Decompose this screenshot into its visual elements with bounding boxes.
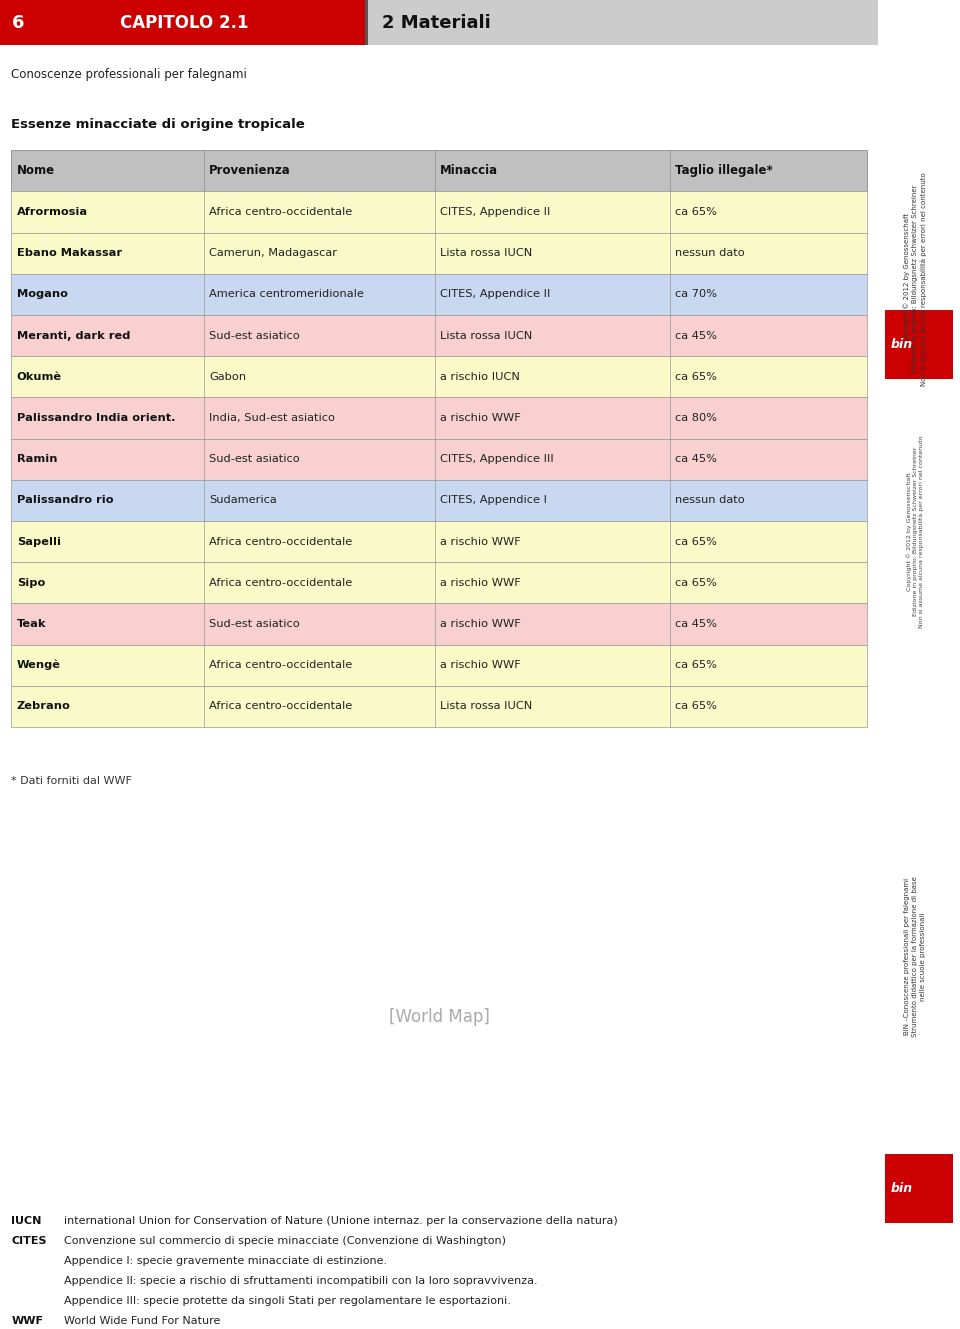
Text: Palissandro rio: Palissandro rio (16, 496, 113, 505)
Text: ca 45%: ca 45% (676, 455, 717, 464)
Text: Sapelli: Sapelli (16, 537, 60, 546)
Bar (12, 562, 867, 603)
Text: Essenze minacciate di origine tropicale: Essenze minacciate di origine tropicale (12, 118, 305, 132)
Text: Mogano: Mogano (16, 290, 67, 299)
Bar (12, 356, 867, 397)
Text: India, Sud-est asiatico: India, Sud-est asiatico (209, 413, 335, 423)
Bar (12, 233, 867, 274)
Text: ca 65%: ca 65% (676, 207, 717, 217)
Text: Camerun, Madagascar: Camerun, Madagascar (209, 249, 337, 258)
Text: Ebano Makassar: Ebano Makassar (16, 249, 122, 258)
Text: a rischio WWF: a rischio WWF (441, 537, 521, 546)
Text: Lista rossa IUCN: Lista rossa IUCN (441, 702, 533, 711)
Text: Minaccia: Minaccia (441, 165, 498, 177)
Text: a rischio WWF: a rischio WWF (441, 578, 521, 587)
Text: America centromeridionale: America centromeridionale (209, 290, 364, 299)
Text: Appendice I: specie gravemente minacciate di estinzione.: Appendice I: specie gravemente minacciat… (64, 1256, 387, 1267)
Text: CAPITOLO 2.1: CAPITOLO 2.1 (120, 13, 249, 32)
Bar (12, 274, 867, 315)
Text: Ramin: Ramin (16, 455, 58, 464)
Text: Afrormosia: Afrormosia (16, 207, 87, 217)
Text: a rischio WWF: a rischio WWF (441, 619, 521, 629)
Text: a rischio WWF: a rischio WWF (441, 413, 521, 423)
Text: Africa centro-occidentale: Africa centro-occidentale (209, 207, 352, 217)
Text: Africa centro-occidentale: Africa centro-occidentale (209, 537, 352, 546)
Text: [World Map]: [World Map] (389, 1007, 490, 1026)
Bar (12, 191, 867, 233)
Text: Africa centro-occidentale: Africa centro-occidentale (209, 661, 352, 670)
Bar (12, 397, 867, 439)
Text: Meranti, dark red: Meranti, dark red (16, 331, 130, 340)
Text: bin: bin (890, 1181, 912, 1195)
Text: Zebrano: Zebrano (16, 702, 70, 711)
Text: CITES: CITES (12, 1236, 47, 1247)
Text: Teak: Teak (16, 619, 46, 629)
Text: Gabon: Gabon (209, 372, 247, 381)
Bar (12, 150, 867, 191)
Text: * Dati forniti dal WWF: * Dati forniti dal WWF (12, 776, 132, 787)
Bar (885, 310, 953, 379)
Text: Appendice III: specie protette da singoli Stati per regolamentare le esportazion: Appendice III: specie protette da singol… (64, 1296, 511, 1306)
Bar (12, 686, 867, 727)
Bar (12, 645, 867, 686)
Text: Lista rossa IUCN: Lista rossa IUCN (441, 331, 533, 340)
Bar (12, 480, 867, 521)
Text: ca 65%: ca 65% (676, 537, 717, 546)
Text: CITES, Appendice II: CITES, Appendice II (441, 207, 551, 217)
Bar (12, 521, 867, 562)
Text: Lista rossa IUCN: Lista rossa IUCN (441, 249, 533, 258)
Text: Copyright © 2012 by Genossenschaft
Edizione in proprio: Bildungsnetz Schweizer S: Copyright © 2012 by Genossenschaft Edizi… (903, 173, 926, 385)
Text: nessun dato: nessun dato (676, 249, 745, 258)
Text: CITES, Appendice I: CITES, Appendice I (441, 496, 547, 505)
Text: CITES, Appendice II: CITES, Appendice II (441, 290, 551, 299)
Text: nessun dato: nessun dato (676, 496, 745, 505)
Text: a rischio IUCN: a rischio IUCN (441, 372, 520, 381)
Text: Sudamerica: Sudamerica (209, 496, 276, 505)
Text: Okumè: Okumè (16, 372, 61, 381)
Text: ca 45%: ca 45% (676, 619, 717, 629)
Text: ca 80%: ca 80% (676, 413, 717, 423)
Text: Wengè: Wengè (16, 661, 60, 670)
Text: ca 65%: ca 65% (676, 578, 717, 587)
Text: Convenzione sul commercio di specie minacciate (Convenzione di Washington): Convenzione sul commercio di specie mina… (64, 1236, 506, 1247)
Text: Sud-est asiatico: Sud-est asiatico (209, 619, 300, 629)
Bar (885, 1154, 953, 1223)
Bar (368, 0, 878, 45)
Bar (365, 0, 368, 45)
Text: bin: bin (890, 338, 912, 351)
Text: Africa centro-occidentale: Africa centro-occidentale (209, 578, 352, 587)
Text: Sud-est asiatico: Sud-est asiatico (209, 331, 300, 340)
Text: international Union for Conservation of Nature (Unione internaz. per la conserva: international Union for Conservation of … (64, 1216, 618, 1227)
Text: ca 65%: ca 65% (676, 702, 717, 711)
Text: 6: 6 (12, 13, 24, 32)
Text: ca 70%: ca 70% (676, 290, 717, 299)
Text: ca 65%: ca 65% (676, 372, 717, 381)
Text: World Wide Fund For Nature: World Wide Fund For Nature (64, 1316, 221, 1326)
Text: Sipo: Sipo (16, 578, 45, 587)
Text: a rischio WWF: a rischio WWF (441, 661, 521, 670)
Text: Taglio illegale*: Taglio illegale* (676, 165, 773, 177)
Bar (0, 0, 365, 45)
Text: ca 65%: ca 65% (676, 661, 717, 670)
Text: Nome: Nome (16, 165, 55, 177)
Bar (12, 315, 867, 356)
Text: BIN –Conoscenze professionali per falegnami
Strumento didattico per la formazion: BIN –Conoscenze professionali per falegn… (904, 876, 926, 1038)
Bar (12, 439, 867, 480)
Text: Africa centro-occidentale: Africa centro-occidentale (209, 702, 352, 711)
Text: Copyright © 2012 by Genossenschaft
Edizione in proprio: Bildungsnetz Schweizer S: Copyright © 2012 by Genossenschaft Edizi… (906, 436, 924, 627)
Text: Provenienza: Provenienza (209, 165, 291, 177)
Text: IUCN: IUCN (12, 1216, 42, 1227)
Text: ca 45%: ca 45% (676, 331, 717, 340)
Bar (12, 603, 867, 645)
Text: 2 Materiali: 2 Materiali (382, 13, 491, 32)
Text: WWF: WWF (12, 1316, 43, 1326)
Text: Palissandro India orient.: Palissandro India orient. (16, 413, 175, 423)
Text: Appendice II: specie a rischio di sfruttamenti incompatibili con la loro sopravv: Appendice II: specie a rischio di sfrutt… (64, 1276, 538, 1286)
Text: Sud-est asiatico: Sud-est asiatico (209, 455, 300, 464)
Text: Conoscenze professionali per falegnami: Conoscenze professionali per falegnami (12, 68, 248, 81)
Text: CITES, Appendice III: CITES, Appendice III (441, 455, 554, 464)
